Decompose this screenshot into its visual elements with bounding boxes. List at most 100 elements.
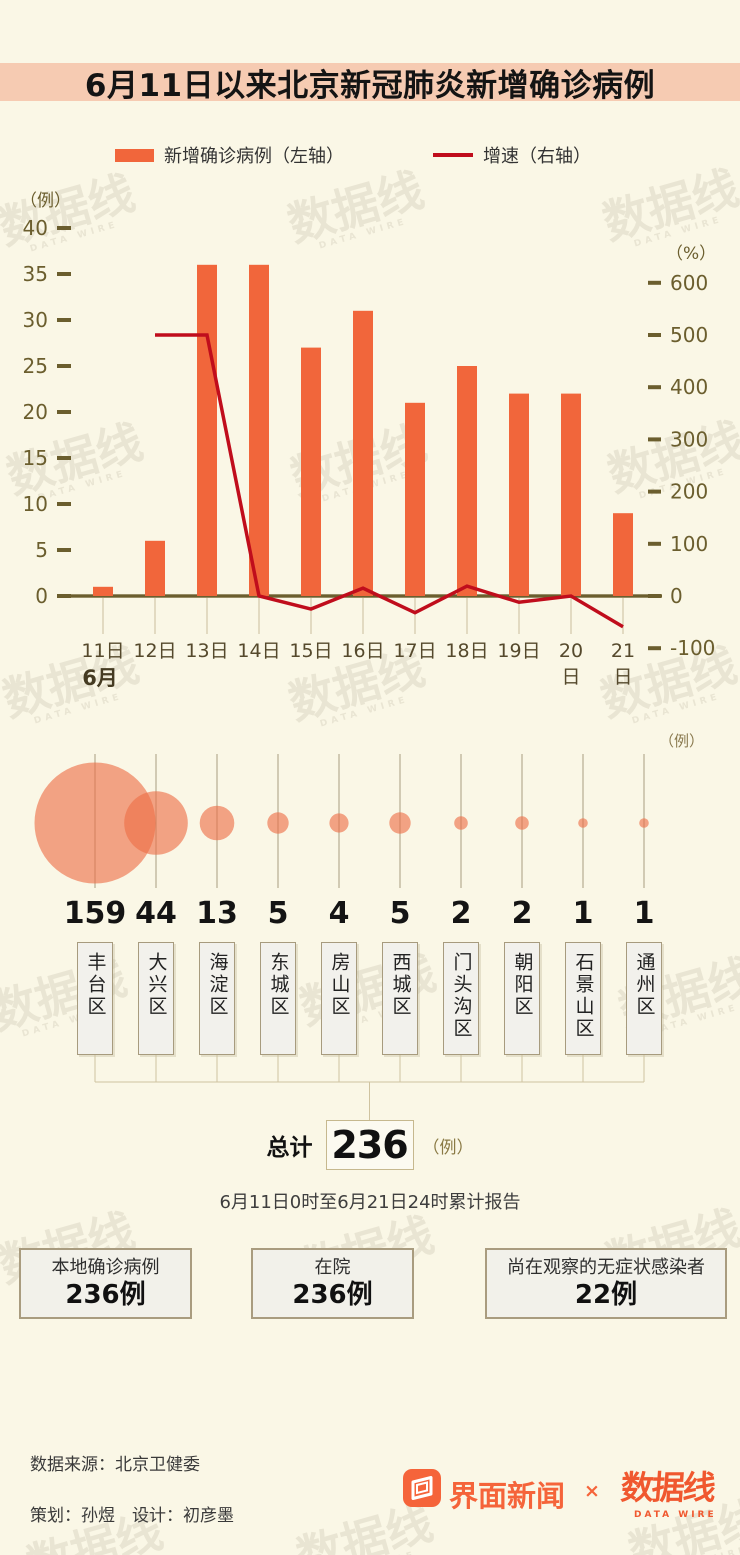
district-box-丰台区: 丰台区	[77, 942, 113, 1055]
x-axis-label: 13日	[185, 640, 228, 662]
collab-x-mark: ×	[584, 1480, 600, 1502]
left-axis-tick	[57, 364, 71, 368]
district-label: 门头沟区	[450, 952, 473, 1040]
x-axis-label: 21	[611, 640, 635, 662]
watermark-subtext: DATA WIRE	[305, 1543, 440, 1555]
bubble-东城区	[267, 812, 289, 834]
right-axis-tick-label: 100	[670, 532, 708, 556]
watermark-subtext: DATA WIRE	[632, 214, 724, 250]
x-axis-label: 14日	[237, 640, 280, 662]
district-box-海淀区: 海淀区	[199, 942, 235, 1055]
district-label: 海淀区	[206, 952, 229, 1018]
right-axis-tick	[648, 646, 661, 651]
left-axis-tick	[57, 226, 71, 230]
watermark-subtext: DATA WIRE	[320, 469, 412, 505]
footer-credits: 策划：孙煜 设计：初彦墨	[30, 1506, 234, 1526]
bar-21日	[613, 513, 633, 596]
datawire-subtext: DATA WIRE	[634, 1510, 717, 1520]
bar-16日	[353, 310, 373, 596]
watermark-subtext: DATA WIRE	[28, 219, 120, 255]
watermark-text: 数据线	[601, 412, 740, 503]
right-axis-tick-label: 400	[670, 375, 708, 399]
bar-swatch-icon	[115, 148, 154, 162]
bubble-value-label: 2	[451, 896, 472, 931]
bubble-value-label: 4	[329, 896, 350, 931]
bubble-石景山区	[578, 818, 588, 828]
watermark-text: 数据线	[290, 1495, 439, 1555]
left-axis-tick	[57, 456, 71, 460]
right-axis-tick-label: 600	[670, 271, 708, 295]
x-axis-label: 19日	[497, 640, 540, 662]
right-axis-tick-label: 200	[670, 480, 708, 504]
watermark-subtext: DATA WIRE	[35, 1551, 170, 1555]
datawire-wordmark: 数据线	[619, 1468, 716, 1507]
bubble-value-label: 5	[390, 896, 411, 931]
right-axis-tick-label: 0	[670, 584, 683, 608]
bar-17日	[405, 402, 425, 596]
left-axis-tick-label: 5	[35, 538, 48, 562]
left-axis-unit: （例）	[20, 191, 71, 211]
watermark-text: 数据线	[284, 415, 433, 506]
left-axis-tick	[57, 410, 71, 414]
right-axis-tick	[648, 385, 661, 390]
district-box-西城区: 西城区	[382, 942, 418, 1055]
total-row: 总计 236 （例）	[0, 1118, 740, 1172]
right-axis-unit: （%）	[666, 244, 716, 264]
x-axis-label: 17日	[393, 640, 436, 662]
summary-box-local-confirmed: 本地确诊病例 236例	[19, 1248, 192, 1319]
bubble-西城区	[389, 812, 411, 834]
summary-box-value: 22例	[574, 1279, 638, 1310]
watermark-text: 数据线	[594, 637, 740, 728]
watermark-subtext: DATA WIRE	[637, 466, 729, 502]
summary-box-label: 尚在观察的无症状感染者	[507, 1257, 705, 1279]
bubble-unit-label: （例）	[659, 732, 704, 750]
page-title: 6月11日以来北京新冠肺炎新增确诊病例	[84, 67, 656, 104]
district-bubble-chart: （例） 159 44 13 5 4 5 2 2 1 1	[34, 732, 704, 931]
bar-19日	[509, 393, 529, 596]
legend-item-growth-rate: 增速（右轴）	[433, 141, 591, 169]
bar-18日	[457, 366, 477, 596]
left-axis-tick-label: 30	[23, 308, 48, 332]
left-axis-tick	[57, 272, 71, 276]
district-label: 房山区	[328, 952, 351, 1018]
left-axis-tick	[57, 318, 71, 322]
district-box-通州区: 通州区	[626, 942, 662, 1055]
right-axis-tick	[648, 437, 661, 442]
growth-rate-line	[155, 333, 624, 629]
watermark-text: 数据线	[282, 640, 431, 731]
left-axis-tick-label: 0	[35, 584, 48, 608]
x-axis-label: 18日	[445, 640, 488, 662]
bubble-value-label: 159	[64, 896, 127, 931]
district-label: 朝阳区	[511, 952, 534, 1018]
bubble-value-label: 1	[573, 896, 594, 931]
bar-20日	[561, 393, 581, 596]
x-axis-month-label: 6月	[82, 666, 118, 690]
right-axis-tick-label: 300	[670, 427, 708, 451]
x-axis-label: 12日	[133, 640, 176, 662]
watermark-subtext: DATA WIRE	[637, 1538, 740, 1555]
total-label: 总计	[266, 1135, 313, 1161]
right-axis-tick	[648, 333, 661, 337]
summary-box-asymptomatic: 尚在观察的无症状感染者 22例	[485, 1248, 727, 1319]
bubble-value-label: 5	[268, 896, 289, 931]
watermark-text: 数据线	[0, 165, 141, 256]
summary-box-label: 在院	[314, 1257, 351, 1279]
total-value: 236	[331, 1123, 408, 1167]
watermark-subtext: DATA WIRE	[32, 691, 124, 727]
summary-box-in-hospital: 在院 236例	[251, 1248, 414, 1319]
district-box-大兴区: 大兴区	[138, 942, 174, 1055]
left-axis-tick-label: 15	[23, 446, 48, 470]
right-axis-tick	[648, 280, 661, 285]
district-label: 西城区	[389, 952, 412, 1018]
watermark-subtext: DATA WIRE	[20, 1004, 112, 1040]
summary-box-value: 236例	[65, 1279, 146, 1310]
left-axis-tick	[57, 548, 71, 552]
summary-box-value: 236例	[292, 1279, 373, 1310]
